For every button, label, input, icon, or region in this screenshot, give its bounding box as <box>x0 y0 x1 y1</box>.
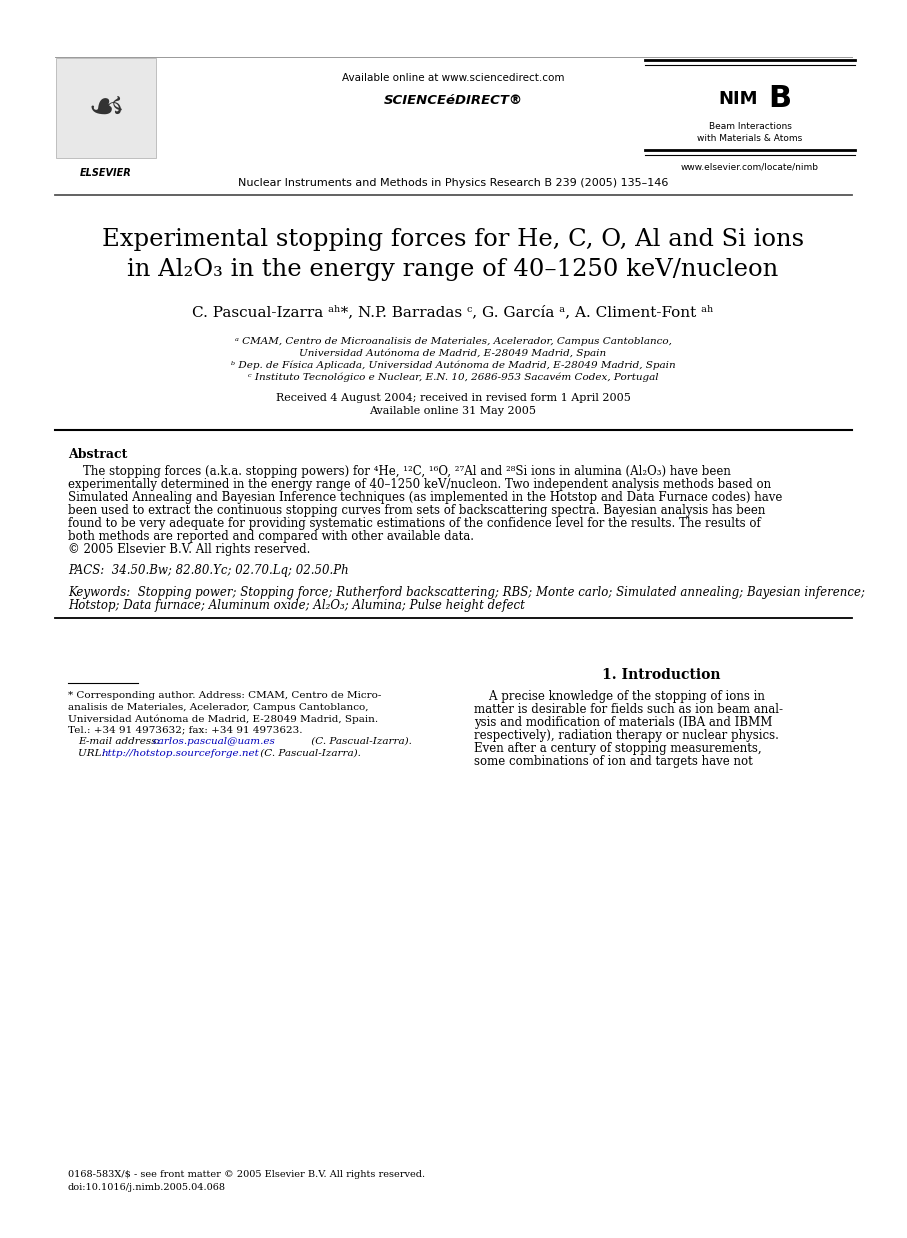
Text: been used to extract the continuous stopping curves from sets of backscattering : been used to extract the continuous stop… <box>68 504 766 517</box>
Text: A precise knowledge of the stopping of ions in: A precise knowledge of the stopping of i… <box>474 690 765 703</box>
Text: * Corresponding author. Address: CMAM, Centro de Micro-: * Corresponding author. Address: CMAM, C… <box>68 691 381 699</box>
Text: analisis de Materiales, Acelerador, Campus Cantoblanco,: analisis de Materiales, Acelerador, Camp… <box>68 702 368 712</box>
Text: ᵇ Dep. de Física Aplicada, Universidad Autónoma de Madrid, E-28049 Madrid, Spain: ᵇ Dep. de Física Aplicada, Universidad A… <box>230 361 676 370</box>
Text: carlos.pascual@uam.es: carlos.pascual@uam.es <box>153 737 276 747</box>
Text: The stopping forces (a.k.a. stopping powers) for ⁴He, ¹²C, ¹⁶O, ²⁷Al and ²⁸Si io: The stopping forces (a.k.a. stopping pow… <box>68 465 731 478</box>
Text: Experimental stopping forces for He, C, O, Al and Si ions: Experimental stopping forces for He, C, … <box>102 228 805 251</box>
Text: matter is desirable for fields such as ion beam anal-: matter is desirable for fields such as i… <box>474 703 783 716</box>
Text: Abstract: Abstract <box>68 448 127 461</box>
Text: Received 4 August 2004; received in revised form 1 April 2005: Received 4 August 2004; received in revi… <box>276 392 630 404</box>
Text: Universidad Autónoma de Madrid, E-28049 Madrid, Spain: Universidad Autónoma de Madrid, E-28049 … <box>299 349 607 359</box>
Text: Nuclear Instruments and Methods in Physics Research B 239 (2005) 135–146: Nuclear Instruments and Methods in Physi… <box>238 178 668 188</box>
Text: Keywords:  Stopping power; Stopping force; Rutherford backscattering; RBS; Monte: Keywords: Stopping power; Stopping force… <box>68 586 865 599</box>
Text: doi:10.1016/j.nimb.2005.04.068: doi:10.1016/j.nimb.2005.04.068 <box>68 1184 226 1192</box>
Text: Hotstop; Data furnace; Aluminum oxide; Al₂O₃; Alumina; Pulse height defect: Hotstop; Data furnace; Aluminum oxide; A… <box>68 599 525 612</box>
Text: Simulated Annealing and Bayesian Inference techniques (as implemented in the Hot: Simulated Annealing and Bayesian Inferen… <box>68 491 783 504</box>
Text: Available online 31 May 2005: Available online 31 May 2005 <box>369 406 537 416</box>
Text: (C. Pascual-Izarra).: (C. Pascual-Izarra). <box>308 737 412 747</box>
Text: some combinations of ion and targets have not: some combinations of ion and targets hav… <box>474 755 753 768</box>
Text: © 2005 Elsevier B.V. All rights reserved.: © 2005 Elsevier B.V. All rights reserved… <box>68 543 310 556</box>
Text: Beam Interactions: Beam Interactions <box>708 123 792 131</box>
Text: NIM: NIM <box>718 90 757 108</box>
Text: www.elsevier.com/locate/nimb: www.elsevier.com/locate/nimb <box>681 163 819 172</box>
Text: experimentally determined in the energy range of 40–1250 keV/nucleon. Two indepe: experimentally determined in the energy … <box>68 478 771 491</box>
Text: B: B <box>768 84 791 113</box>
Text: C. Pascual-Izarra ᵃʰ*, N.P. Barradas ᶜ, G. García ᵃ, A. Climent-Font ᵃʰ: C. Pascual-Izarra ᵃʰ*, N.P. Barradas ᶜ, … <box>192 305 714 319</box>
Text: (C. Pascual-Izarra).: (C. Pascual-Izarra). <box>257 749 361 758</box>
Text: 0168-583X/$ - see front matter © 2005 Elsevier B.V. All rights reserved.: 0168-583X/$ - see front matter © 2005 El… <box>68 1170 425 1179</box>
Text: ᵃ CMAM, Centro de Microanalisis de Materiales, Acelerador, Campus Cantoblanco,: ᵃ CMAM, Centro de Microanalisis de Mater… <box>235 337 671 345</box>
Text: SCIENCEéDIRECT®: SCIENCEéDIRECT® <box>384 94 522 106</box>
Text: http://hotstop.sourceforge.net: http://hotstop.sourceforge.net <box>102 749 259 758</box>
Text: Even after a century of stopping measurements,: Even after a century of stopping measure… <box>474 742 762 755</box>
Bar <box>56 58 156 158</box>
Text: 1. Introduction: 1. Introduction <box>601 669 720 682</box>
Text: Available online at www.sciencedirect.com: Available online at www.sciencedirect.co… <box>342 73 564 83</box>
Text: in Al₂O₃ in the energy range of 40–1250 keV/nucleon: in Al₂O₃ in the energy range of 40–1250 … <box>127 258 778 281</box>
Text: with Materials & Atoms: with Materials & Atoms <box>697 134 803 144</box>
Text: ᶜ Instituto Tecnológico e Nuclear, E.N. 10, 2686-953 Sacavém Codex, Portugal: ᶜ Instituto Tecnológico e Nuclear, E.N. … <box>248 373 658 383</box>
Text: Tel.: +34 91 4973632; fax: +34 91 4973623.: Tel.: +34 91 4973632; fax: +34 91 497362… <box>68 725 303 734</box>
Text: Universidad Autónoma de Madrid, E-28049 Madrid, Spain.: Universidad Autónoma de Madrid, E-28049 … <box>68 714 378 723</box>
Text: URL:: URL: <box>78 749 108 758</box>
Text: ☙: ☙ <box>87 87 124 129</box>
Text: ysis and modification of materials (IBA and IBMM: ysis and modification of materials (IBA … <box>474 716 773 729</box>
Text: E-mail address:: E-mail address: <box>78 737 163 747</box>
Text: PACS:  34.50.Bw; 82.80.Yc; 02.70.Lq; 02.50.Ph: PACS: 34.50.Bw; 82.80.Yc; 02.70.Lq; 02.5… <box>68 565 349 577</box>
Text: found to be very adequate for providing systematic estimations of the confidence: found to be very adequate for providing … <box>68 517 761 530</box>
Text: respectively), radiation therapy or nuclear physics.: respectively), radiation therapy or nucl… <box>474 729 779 742</box>
Text: ELSEVIER: ELSEVIER <box>80 168 132 178</box>
Text: both methods are reported and compared with other available data.: both methods are reported and compared w… <box>68 530 474 543</box>
